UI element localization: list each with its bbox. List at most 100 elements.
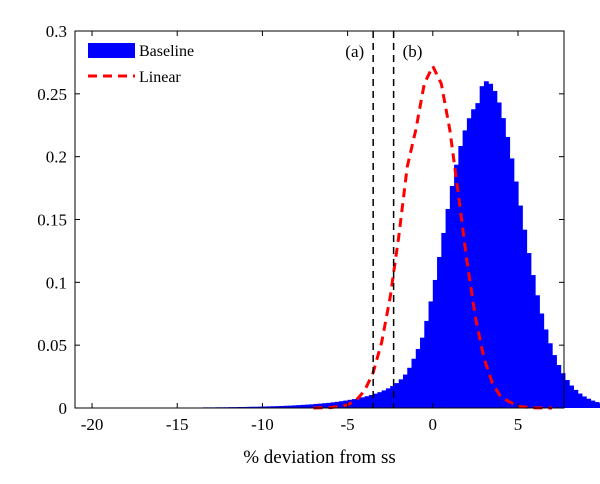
histogram-bar [518,205,523,408]
vertical-reference-lines [372,31,395,408]
histogram-bar [287,405,293,408]
histogram-bar [360,397,366,408]
histogram-bar [292,405,298,408]
x-axis-title: % deviation from ss [243,447,396,468]
histogram-bar [492,90,498,408]
histogram-bar [462,130,468,408]
histogram-bar [441,232,447,408]
histogram-bar [236,406,242,408]
y-axis: 0 0.05 0.1 0.15 0.2 0.25 0.3 [37,22,564,418]
histogram-bar [258,406,264,408]
histogram-bars [83,81,600,409]
histogram-bar [437,256,442,408]
histogram-bar [407,367,413,408]
histogram-bar [356,398,361,408]
histogram-bar [449,185,455,408]
histogram-bar [364,396,370,408]
y-tick-label: 0.25 [37,85,67,104]
histogram-bar [309,404,315,408]
histogram-bar [547,343,553,408]
histogram-bar [279,405,285,408]
legend-swatch-baseline [88,43,135,58]
histogram-bar [373,393,379,408]
histogram-bar [594,402,600,408]
histogram-bar [402,374,408,408]
histogram-bar [581,396,587,408]
histogram-bar [598,403,600,408]
histogram-bar [249,406,255,408]
histogram-bar [377,392,383,408]
histogram-bar [432,279,438,408]
x-tick-label: 0 [429,415,438,434]
histogram-bar [526,253,532,408]
histogram-bar [509,158,515,408]
histogram-bar [569,385,574,408]
histogram-bar [479,86,485,409]
y-tick-label: 0.2 [46,148,67,167]
histogram-bar [266,406,272,408]
histogram-bar [573,389,579,408]
histogram-bar [339,401,344,408]
histogram-bar [466,118,472,409]
histogram-bar [560,373,566,408]
linear-curve [313,64,553,410]
histogram-bar [471,109,476,408]
histogram-bar [539,313,545,408]
x-tick-label: 5 [514,415,523,434]
histogram-bar [522,229,528,408]
legend: Baseline Linear [88,43,194,86]
histogram-bar [415,348,421,408]
histogram-bar [488,83,494,408]
histogram-bar [385,388,391,408]
histogram-bar [334,401,340,408]
histogram-bar [241,406,246,408]
vline-label-b: (b) [403,42,423,61]
legend-label-linear: Linear [139,69,181,86]
histogram-bar [253,406,259,408]
histogram-bar [326,402,332,408]
histogram-bar [305,404,310,408]
histogram-bar [556,365,562,408]
histogram-bar [330,402,336,408]
x-tick-label: -20 [81,415,104,434]
histogram-bar [445,208,451,408]
histogram-bar [535,295,540,408]
y-tick-label: 0 [59,399,68,418]
y-tick-label: 0.15 [37,211,67,230]
histogram-bar [275,406,281,408]
x-tick-label: -15 [166,415,189,434]
histogram-bar [322,403,327,408]
histogram-bar [411,358,417,408]
histogram-bar [245,406,251,408]
histogram-bar [283,405,289,408]
histogram-bar [368,395,374,408]
histogram-bar [496,102,502,408]
histogram-bar [424,320,430,408]
histogram-bar [381,390,387,408]
histogram-bar [296,405,302,408]
histogram-bar [420,337,425,408]
histogram-bar [590,400,596,408]
x-tick-label: -10 [251,415,274,434]
histogram-bar [500,118,506,408]
legend-label-baseline: Baseline [139,43,194,60]
histogram-bar [300,404,306,408]
histogram-bar [577,393,583,408]
histogram-bar [390,386,396,408]
histogram-bar [270,406,276,408]
histogram-bar [398,379,404,408]
histogram-bar [262,406,268,408]
histogram-bar [543,329,549,408]
y-tick-label: 0.05 [37,336,67,355]
histogram-bar [530,275,536,408]
vline-label-a: (a) [345,42,364,61]
x-axis: -20 -15 -10 -5 0 5 [81,31,523,434]
histogram-bar [313,403,319,408]
x-tick-label: -5 [341,415,355,434]
histogram-bar [475,103,481,408]
y-tick-label: 0.1 [46,273,67,292]
histogram-bar [428,301,434,408]
histogram-bar [483,81,489,409]
y-tick-label: 0.3 [46,22,67,41]
